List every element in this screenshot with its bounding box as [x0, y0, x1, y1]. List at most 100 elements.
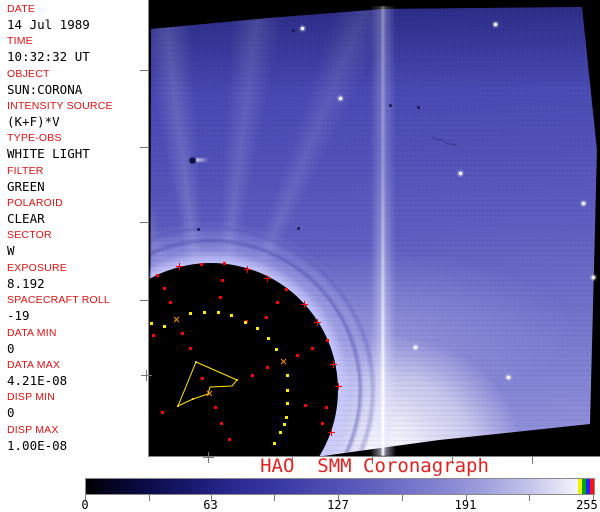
colorbar-overlay-stripe [582, 479, 586, 494]
metadata-label: TYPE-OBS [7, 132, 62, 145]
fiducial-yellow-dot [286, 402, 289, 405]
bottom-axis-cross [203, 452, 214, 463]
dust-speck [297, 227, 300, 230]
bottom-axis-tick [372, 457, 373, 464]
fiducial-yellow-dot [217, 311, 220, 314]
star-speck [592, 276, 595, 279]
fiducial-yellow-dot [273, 442, 276, 445]
metadata-field: INTENSITY SOURCE (K+F)*V [7, 100, 147, 130]
fiducial-red-dot [221, 279, 224, 282]
colorbar-overlay-stripe [586, 479, 590, 494]
fiducial-yellow-dot [230, 314, 233, 317]
colorbar-tick-label: 191 [454, 498, 477, 512]
left-axis-tick [140, 222, 148, 223]
fiducial-red-dot [219, 296, 222, 299]
fiducial-yellow-dot [244, 321, 247, 324]
dust-speck [197, 228, 200, 231]
left-axis-line [148, 0, 149, 457]
metadata-label: SPACECRAFT ROLL [7, 294, 110, 307]
metadata-value: -19 [7, 308, 30, 324]
metadata-label: SECTOR [7, 229, 52, 242]
metadata-label: DISP MAX [7, 423, 59, 436]
metadata-field: DATE 14 Jul 1989 [7, 3, 147, 33]
fiducial-red-cross [335, 383, 342, 390]
metadata-field: OBJECT SUN:CORONA [7, 68, 147, 98]
dust-speck [292, 29, 295, 32]
fiducial-red-dot [321, 422, 324, 425]
dust-speck [389, 104, 392, 107]
colorbar-tick-label: 0 [81, 498, 89, 512]
metadata-value: (K+F)*V [7, 114, 60, 130]
fiducial-yellow-dot [163, 325, 166, 328]
colorbar-minor-tick [274, 495, 276, 501]
fiducial-red-cross [314, 319, 321, 326]
left-axis-tick [140, 300, 148, 301]
metadata-label: DATA MAX [7, 358, 61, 371]
colorbar-major-tick [593, 495, 594, 501]
fiducial-yellow-dot [267, 337, 270, 340]
colorbar-tick-label: 127 [327, 498, 349, 512]
colorbar-overlay-stripe [578, 479, 582, 494]
metadata-label: TIME [7, 35, 33, 48]
fiducial-red-dot [163, 287, 166, 290]
fiducial-red-dot [304, 404, 307, 407]
colorbar-major-tick [210, 495, 212, 501]
metadata-field: EXPOSURE 8.192 [7, 262, 147, 292]
dust-speck [417, 106, 420, 109]
fiducial-red-dot [200, 263, 203, 266]
metadata-panel: DATE 14 Jul 1989 TIME 10:32:32 UT OBJECT SUN:… [0, 0, 148, 457]
star-speck [459, 172, 462, 175]
star-speck [339, 97, 342, 100]
metadata-value: GREEN [7, 178, 45, 194]
metadata-value: WHITE LIGHT [7, 146, 90, 162]
metadata-value: 8.192 [7, 275, 45, 291]
metadata-field: SPACECRAFT ROLL -19 [7, 294, 147, 324]
fiducial-red-dot [311, 347, 314, 350]
fiducial-yellow-dot [286, 389, 289, 392]
fiducial-yellow-dot [150, 322, 153, 325]
fiducial-red-dot [189, 347, 192, 350]
colorbar-minor-tick [401, 495, 403, 501]
left-axis-cross [141, 370, 152, 381]
metadata-field: TYPE-OBS WHITE LIGHT [7, 132, 147, 162]
fiducial-red-dot [220, 422, 223, 425]
metadata-label: DISP MIN [7, 391, 56, 404]
fiducial-red-dot [223, 262, 226, 265]
hair-artifact [431, 135, 458, 147]
colorbar-major-tick [338, 495, 339, 501]
colorbar-major-tick [465, 495, 467, 501]
star-speck [582, 202, 585, 205]
metadata-field: SECTOR W [7, 229, 147, 259]
fiducial-yellow-dot [275, 348, 278, 351]
fiducial-red-cross [244, 266, 251, 273]
metadata-value: CLEAR [7, 211, 45, 227]
fiducial-red-cross [330, 361, 337, 368]
fiducial-red-dot [228, 438, 231, 441]
colorbar-overlay-stripe [590, 479, 594, 494]
metadata-label: POLAROID [7, 197, 63, 210]
metadata-field: DATA MAX 4.21E-08 [7, 359, 147, 389]
bottom-axis-tick [532, 457, 533, 464]
fiducial-red-cross [328, 429, 335, 436]
page-title: HAO SMM Coronagraph [260, 455, 489, 477]
fiducial-red-dot [265, 316, 268, 319]
overlay-graphics [177, 135, 458, 407]
fiducial-red-dot [156, 274, 159, 277]
fiducial-red-dot [266, 366, 269, 369]
fiducial-red-dot [169, 301, 172, 304]
fiducial-yellow-dot [283, 423, 286, 426]
intensity-colorbar [85, 478, 595, 495]
metadata-label: FILTER [7, 164, 44, 177]
fiducial-red-dot [325, 406, 328, 409]
star-speck [507, 376, 510, 379]
metadata-field: TIME 10:32:32 UT [7, 35, 147, 65]
colorbar-minor-tick [529, 495, 531, 501]
metadata-label: DATA MIN [7, 326, 57, 339]
metadata-label: INTENSITY SOURCE [7, 100, 113, 113]
fiducial-yellow-dot [279, 431, 282, 434]
fiducial-red-cross [264, 275, 271, 282]
colorbar-tick-label: 63 [203, 498, 218, 512]
fiducial-yellow-dot [285, 416, 288, 419]
fiducial-red-dot [152, 334, 155, 337]
coronagraph-image [149, 0, 600, 456]
